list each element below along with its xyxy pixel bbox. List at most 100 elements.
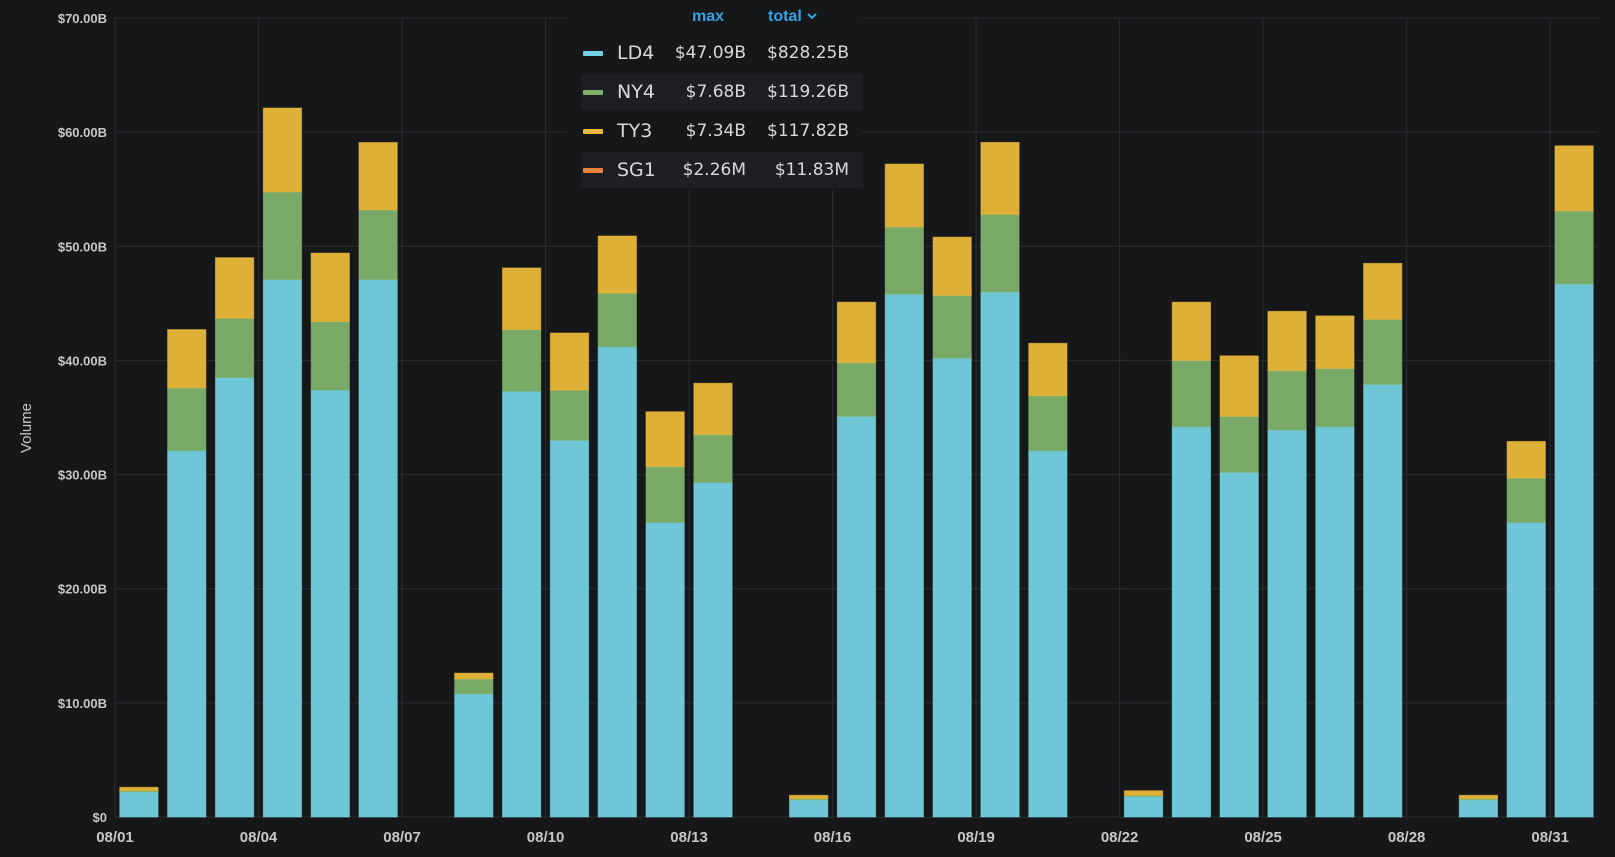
- bar-segment-ld4: [310, 389, 350, 818]
- bar-segment-ld4: [549, 439, 590, 818]
- legend-series-name: NY4: [617, 81, 655, 103]
- bar-segment-ty3: [454, 672, 494, 680]
- bar-segment-ty3: [980, 141, 1020, 215]
- bar-segment-ld4: [167, 450, 207, 818]
- bar-segment-ld4: [597, 346, 637, 818]
- bar-segment-ld4: [119, 791, 159, 818]
- bar-segment-ty3: [836, 301, 877, 364]
- legend-series-name: SG1: [617, 159, 656, 181]
- bar-segment-ny4: [214, 317, 255, 379]
- legend-swatch: [583, 89, 603, 95]
- x-tick-label: 08/19: [957, 829, 995, 846]
- x-tick-label: 08/01: [96, 829, 134, 846]
- legend-row-sg1[interactable]: SG1 $2.26M $11.83M: [581, 152, 863, 188]
- legend-series-name: TY3: [617, 120, 653, 142]
- legend-row-ty3[interactable]: TY3 $7.34B $117.82B: [581, 113, 863, 149]
- legend-series-name: LD4: [617, 42, 655, 64]
- x-tick-label: 08/16: [814, 829, 852, 846]
- y-tick-label: $60.00B: [58, 125, 107, 140]
- bar-segment-ty3: [549, 332, 590, 391]
- bar-segment-ny4: [1506, 477, 1546, 524]
- legend-row-ld4[interactable]: LD4 $47.09B $828.25B: [581, 35, 863, 71]
- bar-segment-ny4: [549, 389, 590, 441]
- legend-total-value: $828.25B: [767, 43, 849, 63]
- legend-total-header[interactable]: total: [768, 8, 818, 26]
- legend-row-ny4[interactable]: NY4 $7.68B $119.26B: [581, 74, 863, 110]
- x-tick-label: 08/22: [1101, 829, 1139, 846]
- bar-segment-ty3: [358, 142, 398, 211]
- bar-segment-ld4: [1171, 426, 1212, 818]
- x-tick-label: 08/10: [527, 829, 565, 846]
- legend-total-value: $117.82B: [767, 121, 849, 141]
- x-tick-label: 08/31: [1531, 829, 1569, 846]
- x-tick-label: 08/04: [240, 829, 278, 846]
- bar-segment-ld4: [454, 693, 494, 818]
- legend-swatch: [583, 50, 603, 56]
- bar-segment-ty3: [1506, 440, 1546, 479]
- bar-segment-ny4: [1028, 395, 1068, 452]
- bar-segment-ty3: [1123, 790, 1164, 796]
- bar-segment-ny4: [1267, 370, 1307, 431]
- bar-segment-ld4: [1554, 283, 1594, 818]
- bar-segment-ld4: [1028, 450, 1068, 818]
- legend-swatch: [583, 128, 603, 134]
- bar-segment-ny4: [1219, 415, 1259, 473]
- y-tick-label: $20.00B: [58, 582, 107, 597]
- bar-segment-ny4: [1315, 367, 1355, 428]
- bar-segment-ty3: [1458, 794, 1499, 800]
- legend-max-value: $7.68B: [685, 82, 746, 102]
- bar-segment-ny4: [884, 226, 924, 295]
- y-axis-ticks: $0 $10.00B $20.00B $30.00B $40.00B $50.00B $60…: [58, 11, 107, 825]
- legend-total-value: $11.83M: [774, 160, 849, 180]
- chevron-down-icon: [807, 13, 817, 20]
- bar-segment-ld4: [1267, 429, 1307, 818]
- bar-segment-ty3: [645, 411, 685, 468]
- bar-segment-ty3: [501, 267, 542, 331]
- bar-segment-ld4: [262, 279, 303, 818]
- bar-segment-ty3: [167, 329, 207, 389]
- bar-segment-ny4: [1363, 318, 1403, 385]
- x-tick-label: 08/25: [1244, 829, 1282, 846]
- bar-segment-ty3: [597, 235, 637, 294]
- bar-segment-ld4: [932, 357, 972, 818]
- bar-segment-ny4: [1554, 210, 1594, 285]
- bar-segment-ty3: [789, 794, 829, 800]
- bar-segment-ld4: [1315, 426, 1355, 818]
- bar-segment-ty3: [1028, 342, 1068, 397]
- bar-segment-ld4: [501, 390, 542, 818]
- bar-segment-ld4: [1363, 383, 1403, 818]
- y-tick-label: $50.00B: [58, 239, 107, 254]
- bar-segment-ld4: [645, 522, 685, 818]
- y-axis-label: Volume: [18, 403, 35, 453]
- y-tick-label: $70.00B: [58, 11, 107, 26]
- legend-max-header[interactable]: max: [692, 8, 725, 25]
- bar-segment-ny4: [454, 678, 494, 695]
- bar-segment-ty3: [1267, 310, 1307, 372]
- bar-segment-ty3: [884, 163, 924, 228]
- bar-segment-ld4: [836, 415, 877, 818]
- legend-max-value: $7.34B: [685, 121, 746, 141]
- legend-total-value: $119.26B: [767, 82, 849, 102]
- bar-segment-ny4: [597, 292, 637, 348]
- bar-segment-ny4: [310, 321, 350, 391]
- legend-max-value: $2.26M: [682, 160, 746, 180]
- bar-segment-ld4: [1506, 522, 1546, 818]
- bar-segment-ty3: [1171, 301, 1212, 361]
- bar-segment-ld4: [1123, 795, 1164, 818]
- bar-segment-ny4: [358, 209, 398, 281]
- bar-segment-ny4: [1171, 359, 1212, 428]
- bar-segment-ny4: [262, 191, 303, 281]
- bar-segment-ny4: [932, 294, 972, 359]
- bar-segment-ld4: [980, 291, 1020, 818]
- bar-segment-ty3: [310, 252, 350, 323]
- bar-segment-ty3: [1554, 145, 1594, 212]
- bar-segment-ty3: [1363, 262, 1403, 320]
- bar-segment-ty3: [1219, 355, 1259, 417]
- bar-stacks: [119, 107, 1594, 818]
- legend-total-label: total: [768, 8, 802, 25]
- bar-segment-ld4: [693, 482, 733, 818]
- legend: max total LD4 $47.09B $828.25B NY4 $7.68B $11…: [567, 0, 863, 190]
- bar-segment-ty3: [932, 236, 972, 296]
- legend-swatch: [583, 167, 603, 173]
